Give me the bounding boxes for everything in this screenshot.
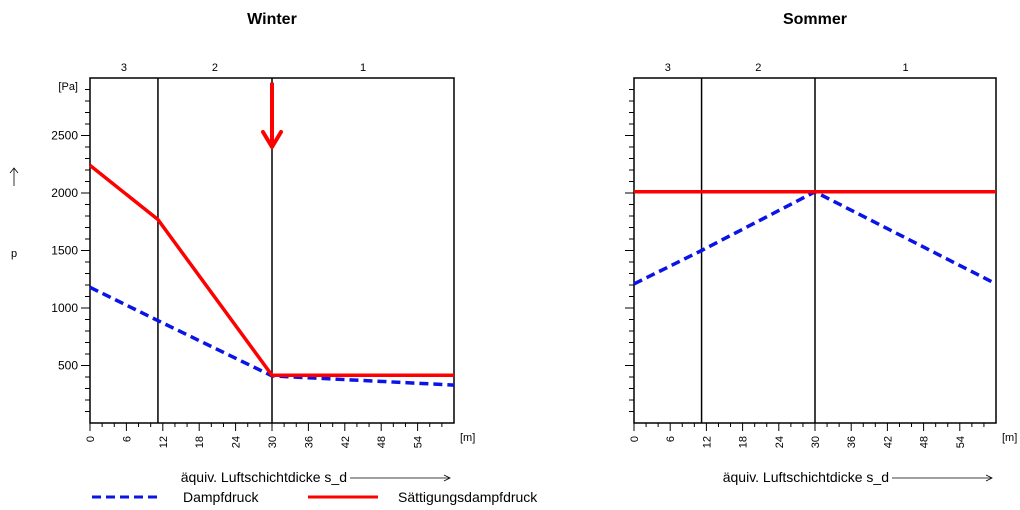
x-tick-label: 42 bbox=[882, 436, 894, 448]
series-line-saettigungsdampfdruck bbox=[88, 164, 454, 378]
x-tick-label: 24 bbox=[774, 436, 786, 448]
x-tick-label: 42 bbox=[340, 436, 352, 448]
y-tick-label: 500 bbox=[58, 359, 78, 373]
chart-title: Sommer bbox=[783, 11, 847, 28]
x-unit-label: [m] bbox=[460, 432, 475, 444]
y-tick-label: 1000 bbox=[51, 301, 78, 315]
x-tick-label: 48 bbox=[376, 436, 388, 448]
layer-label: 2 bbox=[755, 62, 761, 74]
x-tick-label: 18 bbox=[738, 436, 750, 448]
y-axis-arrow-head bbox=[9, 167, 19, 174]
y-tick-label: 2000 bbox=[51, 186, 78, 200]
x-tick-label: 36 bbox=[846, 436, 858, 448]
x-axis-arrow-head bbox=[985, 474, 993, 482]
x-tick-label: 30 bbox=[267, 436, 279, 448]
x-tick-label: 0 bbox=[629, 436, 641, 442]
x-axis-label: äquiv. Luftschichtdicke s_d bbox=[723, 469, 889, 485]
legend: Dampfdruck Sättigungsdampfdruck bbox=[92, 489, 538, 505]
red-arrow-head bbox=[261, 130, 283, 149]
y-tick-label: 2500 bbox=[51, 129, 78, 143]
layer-label: 1 bbox=[902, 62, 908, 74]
x-axis-arrow-head bbox=[443, 474, 451, 482]
x-tick-label: 24 bbox=[231, 436, 243, 448]
layer-label: 2 bbox=[212, 62, 218, 74]
legend-label-saettigungsdampfdruck: Sättigungsdampfdruck bbox=[398, 489, 538, 505]
chart-title: Winter bbox=[247, 11, 297, 28]
y-unit-label: [Pa] bbox=[58, 81, 78, 93]
y-tick-label: 1500 bbox=[51, 244, 78, 258]
x-axis-label: äquiv. Luftschichtdicke s_d bbox=[181, 469, 347, 485]
x-tick-label: 36 bbox=[303, 436, 315, 448]
x-tick-label: 0 bbox=[85, 436, 97, 442]
x-tick-label: 18 bbox=[194, 436, 206, 448]
x-tick-label: 6 bbox=[121, 436, 133, 442]
x-tick-label: 12 bbox=[701, 436, 713, 448]
layer-label: 3 bbox=[665, 62, 671, 74]
x-tick-label: 48 bbox=[919, 436, 931, 448]
chart-sommer: Sommer 3 2 1 0 6 12 18 24 30 36 42 48 54 [m] äquiv. Luf… bbox=[625, 11, 1017, 485]
x-tick-label: 6 bbox=[665, 436, 677, 442]
y-axis-label: p bbox=[11, 248, 17, 260]
x-tick-label: 12 bbox=[158, 436, 170, 448]
x-unit-label: [m] bbox=[1002, 432, 1017, 444]
x-tick-label: 54 bbox=[413, 436, 425, 448]
layer-label: 1 bbox=[360, 62, 366, 74]
layer-label: 3 bbox=[121, 62, 127, 74]
legend-label-dampfdruck: Dampfdruck bbox=[183, 489, 259, 505]
x-tick-label: 30 bbox=[810, 436, 822, 448]
x-tick-label: 54 bbox=[955, 436, 967, 448]
